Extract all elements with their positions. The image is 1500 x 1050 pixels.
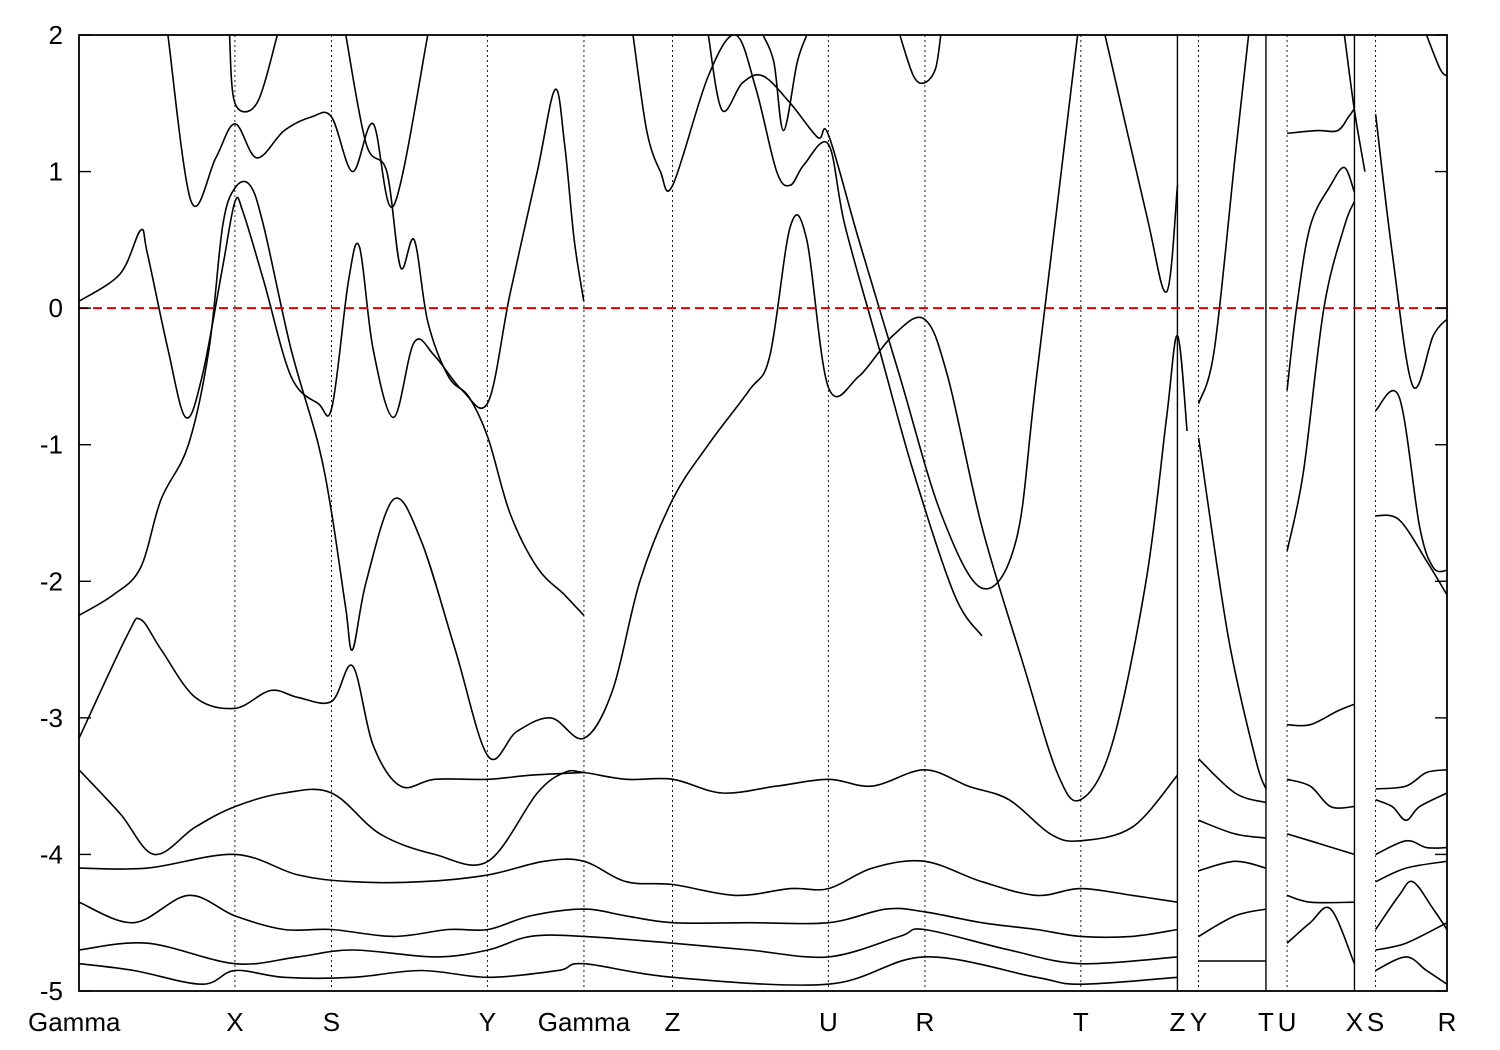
band-line-7 [79,956,1178,986]
band-line-25 [1286,201,1356,552]
band-line-35 [1375,769,1447,790]
y-tick-label: -5 [40,976,63,1006]
band-line-18 [1198,758,1267,804]
band-line-37 [1375,839,1447,856]
band-line-15 [1104,35,1179,293]
x-tick-label: T [1258,1007,1274,1037]
band-line-8 [167,35,429,209]
x-tick-label: Y [479,1007,496,1037]
band-line-0 [79,88,585,419]
x-tick-label: Z [1169,1007,1185,1037]
x-tick-label: U [1278,1007,1297,1037]
x-tick-label: Y [1190,1007,1207,1037]
x-tick-label: R [1438,1007,1457,1037]
y-tick-label: -4 [40,839,63,869]
band-line-32 [1374,114,1447,389]
band-line-39 [1374,880,1447,930]
x-tick-label: R [916,1007,935,1037]
band-line-24 [1286,166,1356,391]
x-tick-label: Z [665,1007,681,1037]
band-line-23 [1287,108,1356,135]
x-axis-ticks: Gamma X S Y Gamma Z U R T Z Y T U X S R [28,1007,1456,1037]
band-line-42 [1425,35,1447,77]
band-lines [79,35,1447,986]
band-line-2 [79,617,584,789]
x-tick-label: X [1346,1007,1363,1037]
y-tick-label: 1 [49,157,63,187]
band-line-28 [1286,833,1355,856]
band-line-1 [79,180,1188,802]
band-line-29 [1286,894,1355,904]
x-tick-label: T [1073,1007,1089,1037]
band-line-30 [1286,906,1356,965]
x-tick-label: S [1367,1007,1384,1037]
band-line-27 [1286,778,1355,809]
x-tick-label: Gamma [538,1007,631,1037]
band-line-12 [632,35,983,637]
band-line-3 [79,768,1179,866]
x-tick-label: S [323,1007,340,1037]
band-line-20 [1198,860,1267,872]
x-tick-label: X [226,1007,243,1037]
band-line-40 [1375,921,1447,951]
y-tick-label: -3 [40,703,63,733]
band-line-38 [1375,860,1447,883]
band-line-13 [762,35,808,132]
band-line-9 [228,35,279,113]
band-line-36 [1375,792,1447,822]
band-line-19 [1198,819,1267,839]
x-tick-label: Gamma [28,1007,121,1037]
y-axis-ticks: 2 1 0 -1 -2 -3 -4 -5 [40,20,1447,1006]
band-line-16 [1197,35,1250,404]
x-tick-label: U [819,1007,838,1037]
band-line-4 [79,853,1178,903]
band-line-14 [899,35,942,85]
band-line-10 [345,35,585,616]
kpoint-gridlines [234,35,1377,991]
y-tick-label: -1 [40,430,63,460]
band-line-21 [1198,908,1267,938]
y-tick-label: 2 [49,20,63,50]
band-line-5 [79,894,1178,939]
band-line-6 [79,928,1178,965]
y-tick-label: 0 [49,293,63,323]
plot-frame [78,34,1448,992]
band-line-41 [1375,956,1447,985]
plot-border [78,34,1448,992]
band-line-31 [1343,35,1366,172]
band-line-11 [707,35,1079,590]
band-line-26 [1287,703,1355,727]
y-tick-label: -2 [40,566,63,596]
band-line-34 [1375,514,1447,596]
band-line-33 [1375,389,1447,573]
band-line-17 [1197,437,1267,790]
